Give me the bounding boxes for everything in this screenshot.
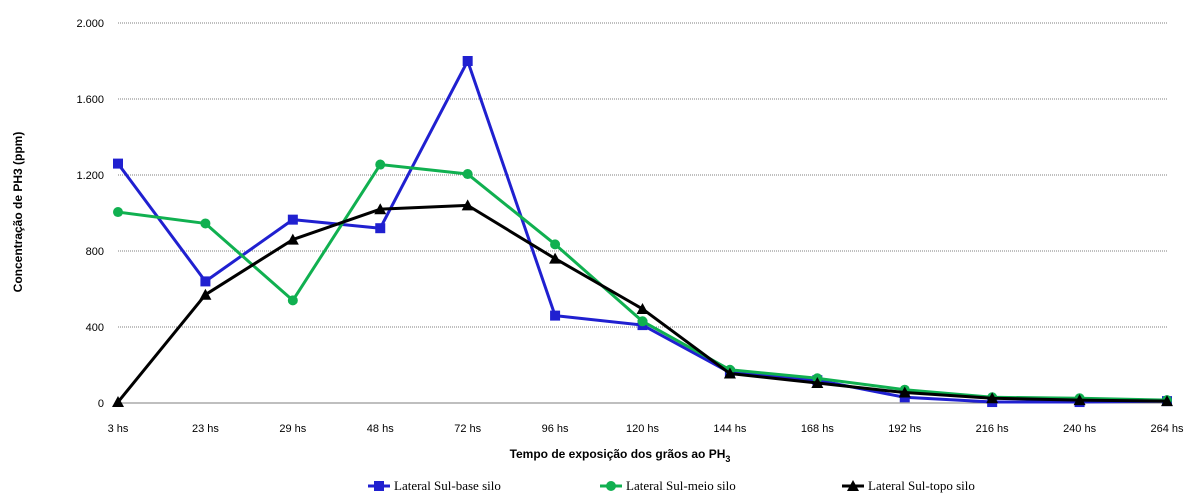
- x-tick-label: 216 hs: [976, 423, 1010, 435]
- legend-item: Lateral Sul-topo silo: [842, 478, 975, 493]
- data-point: [550, 310, 561, 321]
- data-point: [549, 252, 562, 264]
- y-tick-label: 400: [86, 322, 104, 334]
- x-tick-label: 240 hs: [1063, 423, 1097, 435]
- x-axis-title-subscript: 3: [725, 454, 730, 464]
- series-line: [116, 59, 1168, 404]
- series-2: [113, 159, 1172, 406]
- data-point: [199, 288, 212, 300]
- legend: Lateral Sul-base silo Lateral Sul-meio si…: [368, 478, 975, 493]
- series-line: [117, 163, 1168, 402]
- x-tick-label: 96 hs: [542, 423, 569, 435]
- data-point: [811, 377, 824, 389]
- data-point: [112, 396, 124, 408]
- x-tick-label: 72 hs: [454, 423, 481, 435]
- data-point: [287, 214, 298, 225]
- legend-item: Lateral Sul-base silo: [368, 478, 501, 493]
- data-point: [287, 295, 298, 306]
- data-point: [723, 367, 736, 379]
- legend-label: Lateral Sul-base silo: [394, 478, 501, 493]
- y-tick-label: 800: [86, 246, 104, 258]
- data-point: [986, 392, 999, 404]
- series-1: [113, 56, 1172, 408]
- x-tick-label: 29 hs: [279, 423, 306, 435]
- data-point: [1161, 395, 1173, 407]
- y-axis-ticks: 0 400 800 1.200 1.600 2.000: [76, 18, 104, 410]
- data-point: [286, 233, 299, 245]
- x-tick-label: 144 hs: [713, 423, 747, 435]
- gridlines: [118, 22, 1167, 404]
- x-tick-label: 264 hs: [1150, 423, 1184, 435]
- x-axis-title-main: Tempo de exposição dos grãos ao PH: [510, 447, 726, 461]
- y-tick-label: 2.000: [76, 18, 104, 30]
- legend-item: Lateral Sul-meio silo: [600, 478, 736, 493]
- legend-swatch-marker: [847, 480, 859, 491]
- legend-label: Lateral Sul-meio silo: [626, 478, 736, 493]
- legend-swatch-marker: [374, 481, 384, 491]
- x-tick-label: 192 hs: [888, 423, 922, 435]
- data-point: [200, 218, 211, 229]
- x-tick-label: 48 hs: [367, 423, 394, 435]
- legend-label: Lateral Sul-topo silo: [868, 478, 975, 493]
- y-axis-title: Concentração de PH3 (ppm): [11, 132, 25, 293]
- x-tick-label: 23 hs: [192, 423, 219, 435]
- data-point: [375, 223, 386, 234]
- legend-swatch-marker: [606, 481, 616, 491]
- y-tick-label: 1.600: [76, 94, 104, 106]
- data-point: [113, 158, 123, 169]
- y-tick-label: 1.200: [76, 170, 104, 182]
- data-point: [636, 302, 649, 314]
- data-point: [200, 276, 211, 287]
- x-axis-ticks: 3 hs 23 hs 29 hs 48 hs 72 hs 96 hs 120 hs 144 h…: [108, 423, 1184, 435]
- x-tick-label: 120 hs: [626, 423, 660, 435]
- data-point: [637, 316, 648, 327]
- data-point: [375, 159, 386, 170]
- x-tick-label: 168 hs: [801, 423, 835, 435]
- data-point: [462, 56, 473, 66]
- data-point: [113, 207, 123, 218]
- y-tick-label: 0: [98, 398, 104, 410]
- data-point: [374, 203, 387, 215]
- data-point: [462, 169, 473, 180]
- data-point: [898, 386, 911, 398]
- x-tick-label: 3 hs: [108, 423, 129, 435]
- data-point: [550, 239, 561, 250]
- x-axis-title: Tempo de exposição dos grãos ao PH3: [510, 447, 731, 464]
- data-point: [461, 199, 474, 211]
- series-3: [112, 199, 1173, 408]
- series-lines: [112, 56, 1173, 408]
- data-point: [1073, 394, 1086, 406]
